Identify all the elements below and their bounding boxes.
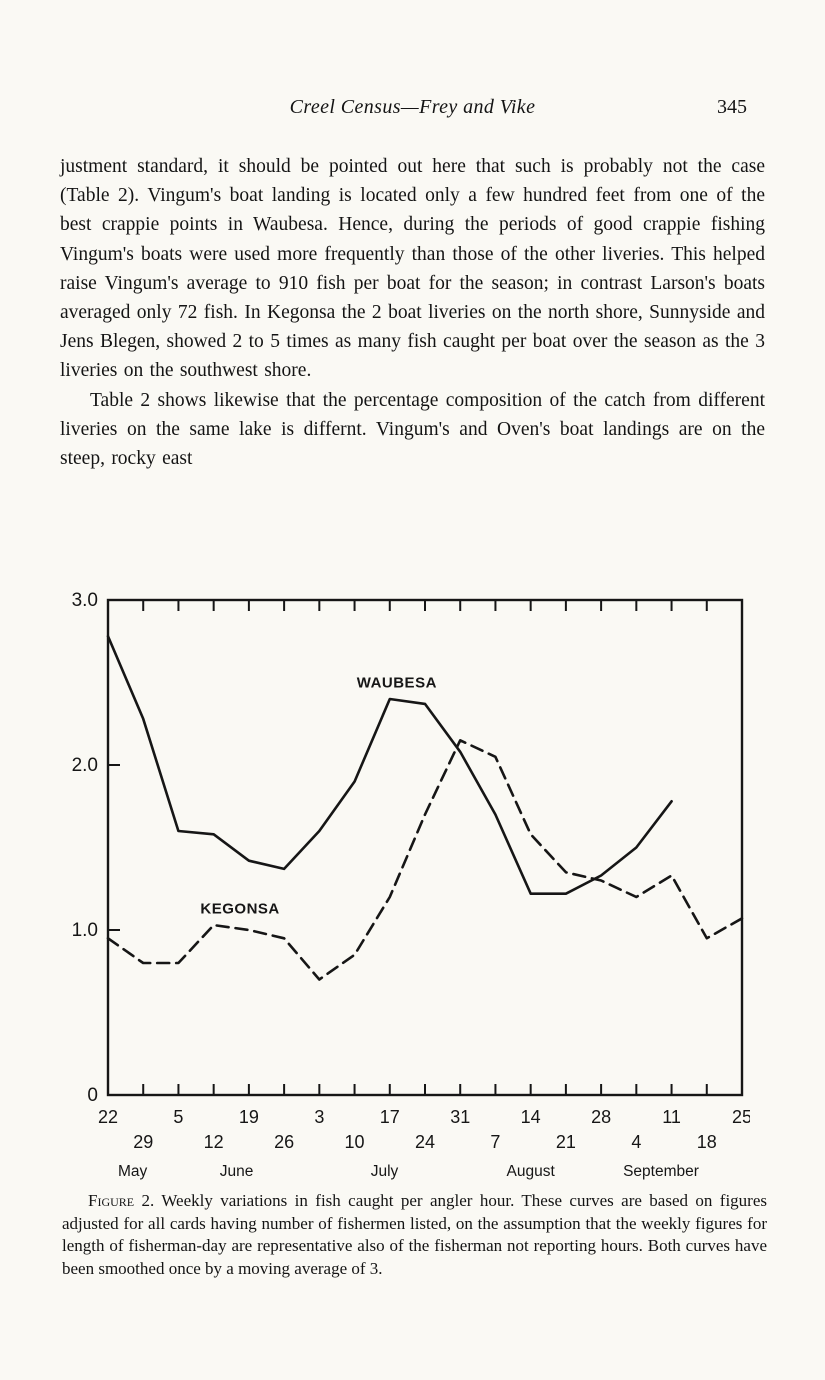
- x-tick-label: 7: [490, 1132, 500, 1152]
- x-tick-label: 24: [415, 1132, 435, 1152]
- paragraph-1: justment standard, it should be pointed …: [60, 156, 765, 382]
- x-tick-label: 11: [662, 1107, 681, 1127]
- x-tick-label: 25: [732, 1107, 750, 1127]
- series-line-kegonsa: [106, 739, 744, 981]
- figure-caption-text: Weekly variations in fish caught per ang…: [62, 1191, 767, 1278]
- page-header: Creel Census—Frey and Vike 345: [0, 96, 825, 119]
- figure-caption: Figure 2. Weekly variations in fish caug…: [62, 1190, 767, 1280]
- running-title: Creel Census—Frey and Vike: [289, 96, 536, 118]
- y-tick-label: 3.0: [72, 590, 98, 611]
- x-tick-label: 12: [204, 1132, 224, 1152]
- series-line-waubesa: [106, 635, 673, 895]
- series-label-waubesa: WAUBESA: [357, 674, 437, 691]
- y-tick-label: 1.0: [72, 920, 98, 941]
- x-tick-label: 21: [556, 1132, 576, 1152]
- month-label: August: [507, 1163, 556, 1180]
- x-tick-label: 29: [133, 1132, 153, 1152]
- x-tick-label: 10: [345, 1132, 365, 1152]
- x-tick-label: 5: [173, 1107, 183, 1127]
- y-tick-label: 0: [87, 1085, 98, 1106]
- x-tick-label: 14: [521, 1107, 541, 1127]
- figure-caption-label: Figure 2.: [88, 1191, 155, 1210]
- x-tick-label: 4: [631, 1132, 641, 1152]
- x-tick-label: 19: [239, 1107, 259, 1127]
- x-tick-label: 17: [380, 1107, 400, 1127]
- x-tick-label: 31: [450, 1107, 470, 1127]
- y-tick-label: 2.0: [72, 755, 98, 776]
- x-tick-label: 3: [314, 1107, 324, 1127]
- weekly-catch-line-chart: 0 1.0 2.0 3.0 22 29 5 12 19 26 3 10 17 24 31 7 14 21 28 4 11…: [72, 590, 752, 1180]
- series-label-kegonsa: KEGONSA: [200, 901, 279, 918]
- x-tick-label: 26: [274, 1132, 294, 1152]
- month-label: July: [371, 1163, 399, 1180]
- figure-2: 0 1.0 2.0 3.0 22 29 5 12 19 26 3 10 17 24 31 7 14 21 28 4 11…: [50, 582, 752, 1187]
- x-tick-label: 28: [591, 1107, 611, 1127]
- body-text: justment standard, it should be pointed …: [60, 152, 765, 473]
- x-tick-label: 22: [98, 1107, 118, 1127]
- page-number: 345: [717, 96, 747, 118]
- month-label: May: [118, 1163, 148, 1180]
- month-label: June: [220, 1163, 254, 1180]
- x-tick-label: 18: [697, 1132, 717, 1152]
- month-label: September: [623, 1163, 699, 1180]
- paragraph-2: Table 2 shows likewise that the percenta…: [60, 389, 765, 470]
